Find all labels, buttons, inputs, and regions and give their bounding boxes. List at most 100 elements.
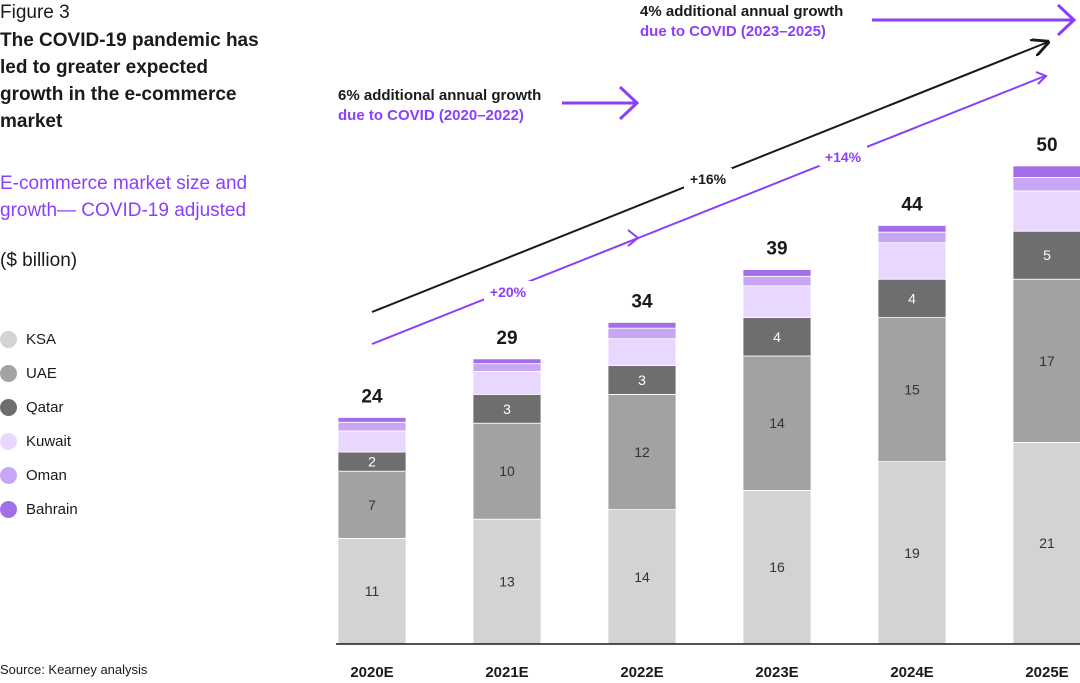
- legend-item-qatar: Qatar: [0, 390, 78, 424]
- value-label-qatar-2020e: 2: [368, 454, 376, 470]
- value-label-ksa-2020e: 11: [365, 583, 380, 599]
- value-label-ksa-2023e: 16: [769, 559, 785, 575]
- callout-lower: 6% additional annual growth due to COVID…: [338, 86, 541, 126]
- value-label-uae-2020e: 7: [368, 497, 376, 513]
- legend-item-oman: Oman: [0, 458, 78, 492]
- total-label-2025e: 50: [1036, 135, 1057, 156]
- callout-upper-arrow-head: [1056, 3, 1077, 37]
- value-label-ksa-2025e: 21: [1039, 535, 1055, 551]
- callout-upper-line1: 4% additional annual growth: [640, 3, 844, 20]
- bar-kuwait-2020e: [337, 430, 407, 453]
- legend-item-bahrain: Bahrain: [0, 492, 78, 526]
- bar-qatar-2022e: [607, 365, 677, 395]
- callout-upper-line2: due to COVID (2023–2025): [640, 23, 826, 40]
- bar-bahrain-2021e: [472, 358, 542, 365]
- value-label-uae-2025e: 17: [1039, 353, 1055, 369]
- growth-label-purple-2: +14%: [825, 149, 862, 165]
- legend-label-uae: UAE: [26, 364, 57, 382]
- growth-label-black: +16%: [690, 171, 727, 187]
- value-label-qatar-2025e: 5: [1043, 247, 1051, 263]
- bars-group: 11 7 2 24 2020E 13 10 3 29 2021E 14 12 3 34 2022E 16 14 4…: [337, 135, 1080, 681]
- legend-swatch-qatar: [0, 398, 17, 416]
- bar-kuwait-2023e: [742, 285, 812, 319]
- bar-oman-2021e: [472, 363, 542, 372]
- figure-label: Figure 3: [0, 2, 70, 23]
- bar-bahrain-2023e: [742, 269, 812, 277]
- total-label-2021e: 29: [496, 328, 517, 349]
- source-note: Source: Kearney analysis: [0, 662, 148, 677]
- value-label-ksa-2021e: 13: [499, 574, 515, 590]
- bar-uae-2025e: [1012, 278, 1080, 443]
- bar-ksa-2022e: [607, 509, 677, 645]
- value-label-uae-2021e: 10: [499, 463, 515, 479]
- bar-bahrain-2024e: [877, 225, 947, 233]
- legend-item-uae: UAE: [0, 356, 78, 390]
- growth-label-bg-2: [819, 146, 867, 166]
- bar-kuwait-2022e: [607, 338, 677, 367]
- value-label-qatar-2023e: 4: [773, 329, 781, 345]
- x-tick-label-2024e: 2024E: [890, 664, 933, 681]
- bar-oman-2022e: [607, 327, 677, 340]
- bar-oman-2020e: [337, 421, 407, 432]
- bar-ksa-2025e: [1012, 441, 1080, 645]
- legend-label-ksa: KSA: [26, 330, 57, 348]
- bar-uae-2024e: [877, 317, 947, 463]
- x-tick-label-2023e: 2023E: [755, 664, 798, 681]
- callout-lower-arrow-head: [618, 85, 640, 121]
- chart-title: The COVID-19 pandemic has led to greater…: [0, 30, 259, 132]
- legend: KSA UAE Qatar Kuwait Oman Bahrain: [0, 322, 78, 526]
- legend-label-oman: Oman: [26, 466, 67, 484]
- bar-bahrain-2020e: [337, 417, 407, 423]
- bar-oman-2023e: [742, 275, 812, 287]
- legend-swatch-ksa: [0, 330, 17, 348]
- x-tick-label-2020e: 2020E: [350, 664, 393, 681]
- total-label-2023e: 39: [766, 239, 787, 260]
- legend-swatch-uae: [0, 364, 17, 382]
- legend-item-kuwait: Kuwait: [0, 424, 78, 458]
- x-tick-label-2022e: 2022E: [620, 664, 663, 681]
- unit-label: ($ billion): [0, 250, 78, 271]
- legend-label-kuwait: Kuwait: [26, 432, 72, 450]
- bar-bahrain-2025e: [1012, 165, 1080, 178]
- callout-upper: 4% additional annual growth due to COVID…: [640, 2, 843, 42]
- value-label-qatar-2022e: 3: [638, 372, 646, 388]
- legend-swatch-oman: [0, 466, 17, 484]
- bar-uae-2023e: [742, 355, 812, 491]
- legend-swatch-kuwait: [0, 432, 17, 450]
- bar-qatar-2024e: [877, 278, 947, 319]
- chart-subtitle: E-commerce market size and growth— COVID…: [0, 173, 248, 221]
- growth-arrow-purple-head: [1035, 71, 1048, 85]
- growth-arrow-purple-mid-head: [627, 229, 640, 247]
- legend-swatch-bahrain: [0, 500, 17, 518]
- bar-kuwait-2025e: [1012, 190, 1080, 232]
- value-label-uae-2024e: 15: [904, 382, 920, 398]
- value-label-uae-2022e: 12: [634, 444, 650, 460]
- growth-label-bg-1: [484, 281, 532, 301]
- bar-qatar-2025e: [1012, 230, 1080, 280]
- total-label-2024e: 44: [901, 194, 923, 215]
- growth-overlay: +20% +14% +16%: [371, 3, 1077, 345]
- value-label-ksa-2022e: 14: [634, 569, 650, 585]
- value-label-qatar-2021e: 3: [503, 401, 511, 417]
- legend-label-qatar: Qatar: [26, 398, 64, 416]
- legend-item-ksa: KSA: [0, 322, 78, 356]
- value-label-uae-2023e: 14: [769, 415, 785, 431]
- x-tick-label-2025e: 2025E: [1025, 664, 1068, 681]
- bar-kuwait-2021e: [472, 370, 542, 395]
- total-label-2022e: 34: [631, 291, 653, 312]
- x-tick-label-2021e: 2021E: [485, 664, 528, 681]
- growth-label-purple-1: +20%: [490, 284, 527, 300]
- bar-qatar-2023e: [742, 317, 812, 357]
- bar-bahrain-2022e: [607, 321, 677, 329]
- callout-lower-line1: 6% additional annual growth: [338, 87, 542, 104]
- bar-oman-2025e: [1012, 177, 1080, 192]
- bar-ksa-2023e: [742, 489, 812, 645]
- value-label-qatar-2024e: 4: [908, 290, 916, 306]
- growth-label-bg-black: [684, 168, 732, 188]
- bar-kuwait-2024e: [877, 242, 947, 280]
- value-label-ksa-2024e: 19: [904, 545, 920, 561]
- bar-oman-2024e: [877, 231, 947, 244]
- bar-ksa-2021e: [472, 518, 542, 645]
- bar-uae-2021e: [472, 422, 542, 520]
